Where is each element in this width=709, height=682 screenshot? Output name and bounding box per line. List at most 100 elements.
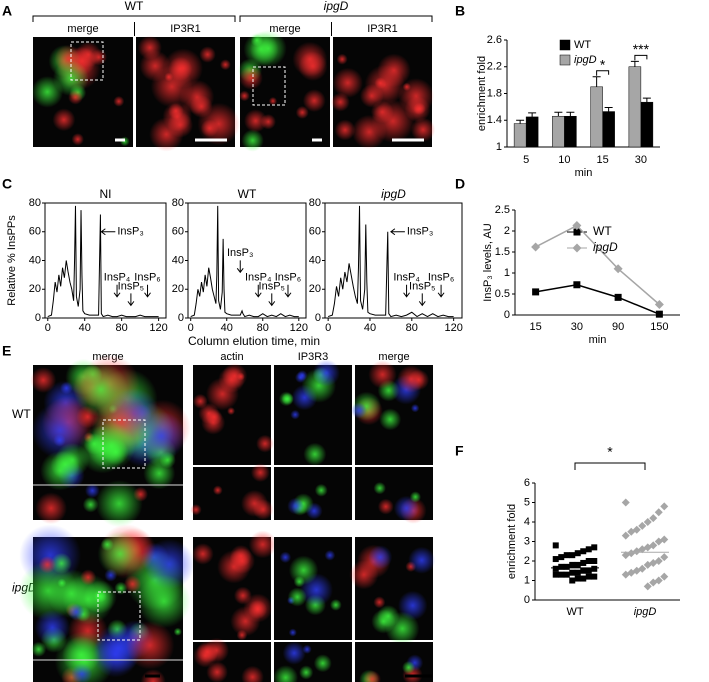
micrograph-blob bbox=[241, 129, 264, 152]
panel-label: F bbox=[455, 443, 464, 459]
micrograph-blob bbox=[113, 95, 125, 107]
micrograph-blob bbox=[239, 90, 250, 102]
y-tick-label: 2 bbox=[524, 555, 530, 567]
x-tick-label: 80 bbox=[406, 322, 418, 334]
data-point bbox=[552, 571, 559, 578]
data-point bbox=[574, 561, 581, 568]
micrograph-blob bbox=[34, 609, 71, 646]
micrograph-blob bbox=[332, 67, 363, 98]
micrograph-blob bbox=[334, 119, 356, 141]
y-tick-label: 1 bbox=[524, 574, 530, 586]
annotation: InsP₄ bbox=[104, 272, 131, 284]
micrograph-blob bbox=[62, 635, 101, 675]
data-point bbox=[591, 565, 598, 572]
bar bbox=[552, 115, 565, 148]
micrograph-blob bbox=[288, 628, 297, 637]
micrograph-blob bbox=[97, 531, 143, 577]
micrograph-blob bbox=[52, 108, 76, 132]
axes bbox=[514, 210, 680, 316]
plot-frame bbox=[324, 202, 463, 319]
y-axis-title: enrichment fold bbox=[506, 504, 518, 579]
data-point bbox=[558, 554, 565, 561]
y-tick-label: 0 bbox=[178, 312, 184, 324]
data-point bbox=[621, 551, 630, 560]
micrograph-blob bbox=[168, 56, 193, 81]
micrograph-blob bbox=[248, 530, 277, 559]
annotation: InsP₆ bbox=[134, 272, 160, 284]
micrograph-blob bbox=[167, 103, 184, 119]
y-tick-label: 2.5 bbox=[495, 204, 510, 216]
data-point bbox=[558, 563, 565, 570]
data-point bbox=[572, 221, 582, 231]
data-point bbox=[585, 546, 592, 553]
group-label: WT bbox=[125, 0, 144, 13]
x-tick-label: 80 bbox=[116, 322, 128, 334]
micrograph-blob bbox=[377, 498, 394, 515]
micrograph-blob bbox=[84, 483, 100, 498]
micrograph-blob bbox=[179, 79, 215, 115]
bar bbox=[590, 86, 603, 148]
panel-label: A bbox=[2, 3, 12, 19]
data-point bbox=[558, 571, 565, 578]
x-tick-label: 120 bbox=[444, 322, 462, 334]
row-label: WT bbox=[12, 407, 31, 421]
axes bbox=[534, 483, 680, 601]
micrograph-blob bbox=[303, 442, 327, 466]
data-point bbox=[569, 569, 576, 576]
y-tick-label: 0 bbox=[35, 312, 41, 324]
micrograph-blob bbox=[294, 371, 307, 383]
micrograph-blob bbox=[218, 366, 245, 393]
bracket bbox=[239, 15, 433, 22]
annotation: InsP₃ bbox=[227, 247, 254, 259]
annotation: InsP₄ bbox=[393, 272, 420, 284]
x-tick-label: 15 bbox=[530, 321, 542, 333]
micrograph-blob bbox=[227, 407, 236, 416]
x-tick-label: 30 bbox=[635, 154, 647, 166]
x-tick-label: 0 bbox=[325, 322, 331, 334]
micrograph-blob bbox=[50, 552, 73, 574]
subplot-title: ipgD bbox=[381, 187, 406, 201]
micrograph-blob bbox=[287, 587, 307, 607]
x-tick-label: 0 bbox=[188, 322, 194, 334]
micrograph-blob bbox=[397, 365, 425, 393]
arrow bbox=[254, 284, 262, 298]
data-point bbox=[660, 572, 669, 581]
x-tick-label: 120 bbox=[149, 322, 167, 334]
data-point bbox=[580, 567, 587, 574]
x-tick-label: 80 bbox=[257, 322, 269, 334]
data-point bbox=[552, 565, 559, 572]
bracket bbox=[32, 15, 236, 22]
micrograph-blob bbox=[250, 33, 264, 47]
bar bbox=[628, 66, 642, 148]
data-point bbox=[621, 531, 630, 540]
column-label: merge bbox=[378, 351, 409, 363]
roi-box bbox=[70, 41, 104, 81]
micrograph-blob bbox=[368, 545, 393, 570]
data-point bbox=[569, 561, 576, 568]
image-label: IP3R1 bbox=[367, 23, 398, 35]
trace bbox=[47, 205, 159, 318]
y-axis-title: Relative % InsPPs bbox=[6, 215, 18, 306]
micrograph-blob bbox=[268, 96, 278, 106]
y-tick-label: 20 bbox=[172, 283, 184, 295]
roi-box bbox=[102, 419, 146, 469]
x-tick-label: 40 bbox=[364, 322, 376, 334]
micrograph-blob bbox=[324, 549, 336, 561]
x-tick-label: 90 bbox=[612, 321, 624, 333]
data-point bbox=[643, 518, 652, 526]
y-tick-label: 40 bbox=[29, 254, 41, 266]
micrograph-blob bbox=[73, 362, 129, 417]
y-tick-label: 5 bbox=[524, 496, 530, 508]
micrograph-blob bbox=[52, 60, 89, 97]
micrograph-blob bbox=[40, 450, 80, 491]
micrograph-blob bbox=[197, 102, 240, 146]
micrograph-blob bbox=[410, 403, 420, 413]
micrograph-blob bbox=[149, 117, 184, 152]
arrow bbox=[403, 284, 410, 298]
data-point bbox=[580, 559, 587, 566]
y-tick-label: 60 bbox=[309, 226, 321, 238]
legend-swatch bbox=[559, 39, 571, 51]
y-tick-label: 80 bbox=[29, 197, 41, 209]
annotation: InsP₄ bbox=[245, 272, 272, 284]
